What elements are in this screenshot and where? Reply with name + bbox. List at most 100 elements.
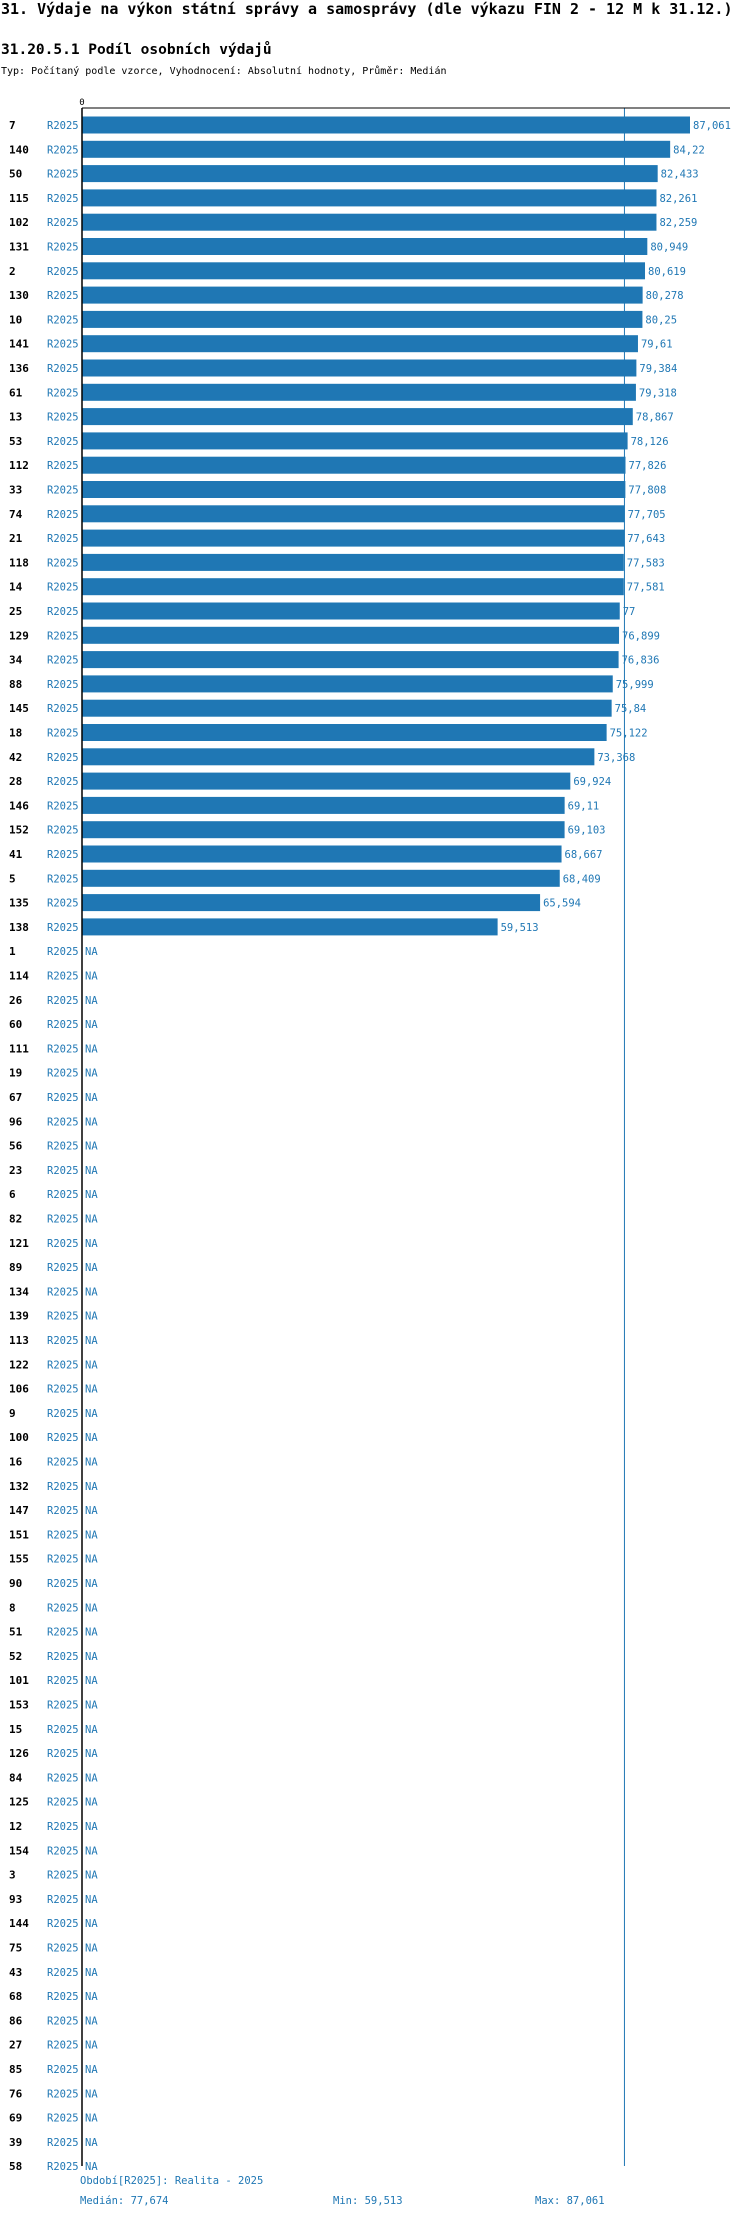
value-label: 82,261 bbox=[659, 193, 697, 205]
value-label: 80,25 bbox=[645, 314, 677, 326]
category-label: 129 bbox=[9, 629, 29, 642]
value-label: 75,999 bbox=[616, 679, 654, 691]
series-label: R2025 bbox=[47, 460, 79, 472]
value-label: 82,259 bbox=[659, 217, 697, 229]
bar bbox=[82, 724, 607, 741]
bar bbox=[82, 602, 620, 620]
category-label: 39 bbox=[9, 2136, 22, 2149]
category-label: 28 bbox=[9, 775, 22, 788]
category-label: 15 bbox=[9, 1723, 22, 1736]
na-label: NA bbox=[85, 1238, 98, 1250]
value-label: 79,61 bbox=[641, 339, 673, 351]
category-label: 50 bbox=[9, 168, 22, 181]
category-label: 14 bbox=[9, 581, 23, 594]
series-label: R2025 bbox=[47, 2064, 79, 2076]
category-label: 9 bbox=[9, 1407, 16, 1420]
category-label: 43 bbox=[9, 1966, 22, 1979]
category-label: 74 bbox=[9, 508, 23, 521]
series-label: R2025 bbox=[47, 412, 79, 424]
category-label: 154 bbox=[9, 1844, 29, 1857]
bar bbox=[82, 116, 690, 134]
series-label: R2025 bbox=[47, 1408, 79, 1420]
series-label: R2025 bbox=[47, 120, 79, 132]
category-label: 56 bbox=[9, 1140, 23, 1153]
category-label: 136 bbox=[9, 362, 29, 375]
bar bbox=[82, 408, 633, 426]
series-label: R2025 bbox=[47, 1529, 79, 1541]
series-label: R2025 bbox=[47, 922, 79, 934]
na-label: NA bbox=[85, 1724, 98, 1736]
na-label: NA bbox=[85, 1019, 98, 1031]
series-label: R2025 bbox=[47, 193, 79, 205]
series-label: R2025 bbox=[47, 1772, 79, 1784]
bar bbox=[82, 578, 624, 596]
series-label: R2025 bbox=[47, 1967, 79, 1979]
series-label: R2025 bbox=[47, 679, 79, 691]
category-label: 23 bbox=[9, 1164, 22, 1177]
series-label: R2025 bbox=[47, 752, 79, 764]
category-label: 121 bbox=[9, 1237, 29, 1250]
category-label: 146 bbox=[9, 799, 29, 812]
series-label: R2025 bbox=[47, 1505, 79, 1517]
category-label: 3 bbox=[9, 1869, 16, 1882]
na-label: NA bbox=[85, 1286, 98, 1298]
na-label: NA bbox=[85, 1602, 98, 1614]
series-label: R2025 bbox=[47, 2113, 79, 2125]
footer-period: Období[R2025]: Realita - 2025 bbox=[80, 2175, 264, 2187]
value-label: 68,409 bbox=[563, 873, 601, 885]
series-label: R2025 bbox=[47, 1554, 79, 1566]
category-label: 90 bbox=[9, 1577, 22, 1590]
bar bbox=[82, 262, 646, 280]
category-label: 112 bbox=[9, 459, 29, 472]
series-label: R2025 bbox=[47, 630, 79, 642]
category-label: 118 bbox=[9, 556, 29, 569]
series-label: R2025 bbox=[47, 1845, 79, 1857]
value-label: 69,103 bbox=[568, 825, 606, 837]
series-label: R2025 bbox=[47, 1189, 79, 1201]
value-label: 69,11 bbox=[568, 800, 600, 812]
na-label: NA bbox=[85, 1627, 98, 1639]
na-label: NA bbox=[85, 1068, 98, 1080]
series-label: R2025 bbox=[47, 387, 79, 399]
series-label: R2025 bbox=[47, 1918, 79, 1930]
series-label: R2025 bbox=[47, 849, 79, 861]
value-label: 69,924 bbox=[573, 776, 611, 788]
series-label: R2025 bbox=[47, 703, 79, 715]
category-label: 125 bbox=[9, 1796, 29, 1809]
bar bbox=[82, 140, 671, 158]
bar bbox=[82, 772, 571, 790]
series-label: R2025 bbox=[47, 557, 79, 569]
series-label: R2025 bbox=[47, 873, 79, 885]
series-label: R2025 bbox=[47, 1165, 79, 1177]
value-label: 68,667 bbox=[565, 849, 603, 861]
series-label: R2025 bbox=[47, 169, 79, 181]
category-label: 61 bbox=[9, 386, 23, 399]
category-label: 1 bbox=[9, 945, 16, 958]
series-label: R2025 bbox=[47, 2040, 79, 2052]
category-label: 115 bbox=[9, 192, 29, 205]
na-label: NA bbox=[85, 1043, 98, 1055]
category-label: 10 bbox=[9, 313, 22, 326]
na-label: NA bbox=[85, 1772, 98, 1784]
category-label: 86 bbox=[9, 2014, 23, 2027]
category-label: 42 bbox=[9, 751, 22, 764]
series-label: R2025 bbox=[47, 1700, 79, 1712]
value-label: 76,899 bbox=[622, 630, 660, 642]
na-label: NA bbox=[85, 1700, 98, 1712]
bar bbox=[82, 748, 595, 766]
bar bbox=[82, 651, 619, 669]
value-label: 77,583 bbox=[627, 557, 665, 569]
category-label: 34 bbox=[9, 654, 23, 667]
value-label: 82,433 bbox=[661, 169, 699, 181]
bar bbox=[82, 165, 658, 183]
na-label: NA bbox=[85, 1214, 98, 1226]
category-label: 152 bbox=[9, 824, 29, 837]
value-label: 80,278 bbox=[646, 290, 684, 302]
footer-min: Min: 59,513 bbox=[333, 2195, 403, 2207]
series-label: R2025 bbox=[47, 1797, 79, 1809]
category-label: 6 bbox=[9, 1188, 16, 1201]
na-label: NA bbox=[85, 1943, 98, 1955]
category-label: 101 bbox=[9, 1674, 29, 1687]
category-label: 18 bbox=[9, 727, 22, 740]
